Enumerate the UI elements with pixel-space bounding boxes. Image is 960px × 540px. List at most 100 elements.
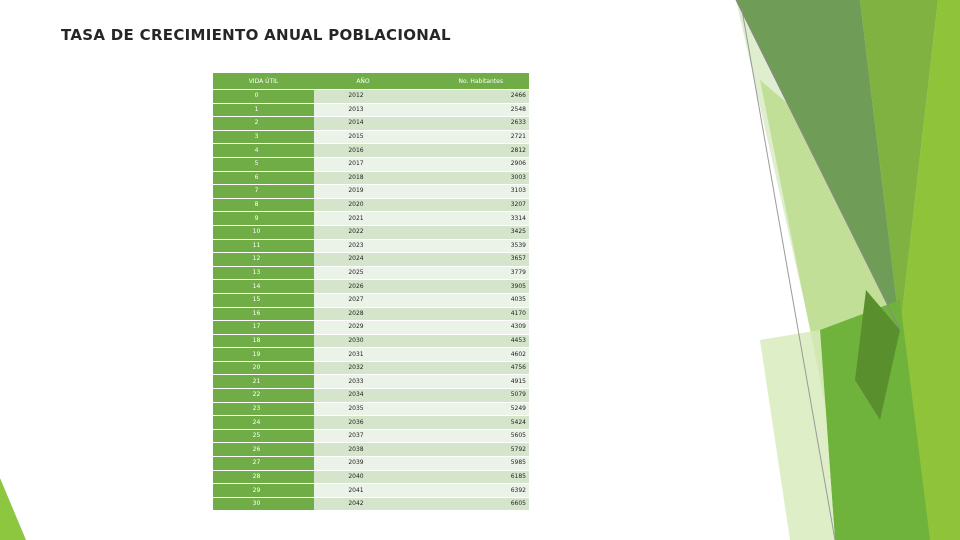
cell-habitantes: 5605 [412,429,529,444]
cell-ano: 2033 [314,374,412,390]
cell-vida-util: 29 [213,483,314,498]
cell-habitantes: 2633 [412,116,529,131]
cell-ano: 2012 [314,89,412,104]
header-vida-util: VIDA ÚTIL [213,73,314,90]
cell-ano: 2027 [314,293,412,308]
cell-habitantes: 2906 [412,157,529,172]
cell-ano: 2034 [314,388,412,403]
table-row: 4 2016 2812 [213,143,529,158]
right-facet-green [860,0,938,330]
cell-vida-util: 15 [213,293,314,308]
cell-vida-util: 5 [213,157,314,172]
cell-habitantes: 3657 [412,252,529,267]
table-row: 7 2019 3103 [213,184,529,199]
cell-ano: 2040 [314,470,412,485]
cell-habitantes: 6605 [412,497,529,512]
table-row: 20 2032 4756 [213,361,529,376]
cell-habitantes: 3905 [412,279,529,294]
right-facet-mid [760,80,960,540]
cell-vida-util: 25 [213,429,314,444]
cell-vida-util: 14 [213,279,314,294]
cell-habitantes: 3539 [412,239,529,254]
table-row: 3 2015 2721 [213,130,529,145]
cell-habitantes: 2466 [412,89,529,104]
left-corner-triangle [0,478,26,540]
cell-ano: 2017 [314,157,412,172]
table-row: 29 2041 6392 [213,483,529,498]
cell-vida-util: 17 [213,320,314,335]
cell-vida-util: 2 [213,116,314,131]
cell-ano: 2016 [314,143,412,158]
table-row: 30 2042 6605 [213,497,529,512]
table-row: 26 2038 5792 [213,442,529,458]
cell-habitantes: 5985 [412,456,529,471]
cell-habitantes: 4915 [412,374,529,390]
cell-vida-util: 8 [213,198,314,213]
table-row: 17 2029 4309 [213,320,529,335]
cell-ano: 2030 [314,334,412,349]
cell-vida-util: 9 [213,211,314,226]
cell-vida-util: 11 [213,239,314,254]
cell-habitantes: 4453 [412,334,529,349]
cell-ano: 2020 [314,198,412,213]
cell-ano: 2038 [314,442,412,458]
cell-vida-util: 20 [213,361,314,376]
cell-habitantes: 5424 [412,415,529,430]
cell-habitantes: 4602 [412,347,529,362]
cell-habitantes: 3103 [412,184,529,199]
right-facet-bright [880,0,960,540]
cell-habitantes: 5792 [412,442,529,458]
cell-ano: 2028 [314,307,412,322]
table-row: 10 2022 3425 [213,225,529,240]
cell-vida-util: 24 [213,415,314,430]
table-row: 13 2025 3779 [213,266,529,281]
cell-habitantes: 2721 [412,130,529,145]
table-row: 1 2013 2548 [213,103,529,118]
cell-vida-util: 0 [213,89,314,104]
cell-vida-util: 12 [213,252,314,267]
table-row: 28 2040 6185 [213,470,529,485]
cell-vida-util: 26 [213,442,314,458]
cell-vida-util: 16 [213,307,314,322]
cell-ano: 2025 [314,266,412,281]
cell-vida-util: 21 [213,374,314,390]
cell-vida-util: 27 [213,456,314,471]
cell-vida-util: 1 [213,103,314,118]
cell-ano: 2041 [314,483,412,498]
page-title: TASA DE CRECIMIENTO ANUAL POBLACIONAL [61,26,451,44]
cell-ano: 2036 [314,415,412,430]
table-row: 16 2028 4170 [213,307,529,322]
cell-vida-util: 13 [213,266,314,281]
right-facet-light [736,0,960,540]
table-row: 21 2033 4915 [213,374,529,390]
table-header-row: VIDA ÚTIL AÑO No. Habitantes [213,73,529,90]
cell-vida-util: 23 [213,402,314,417]
cell-habitantes: 6185 [412,470,529,485]
cell-ano: 2039 [314,456,412,471]
table-row: 12 2024 3657 [213,252,529,267]
cell-vida-util: 10 [213,225,314,240]
cell-habitantes: 5249 [412,402,529,417]
cell-habitantes: 3207 [412,198,529,213]
table-row: 2 2014 2633 [213,116,529,131]
diagonal-line-1 [741,9,836,540]
cell-ano: 2013 [314,103,412,118]
cell-ano: 2024 [314,252,412,267]
diagonal-line-2 [735,0,901,331]
table-row: 27 2039 5985 [213,456,529,471]
cell-vida-util: 19 [213,347,314,362]
cell-ano: 2026 [314,279,412,294]
cell-ano: 2018 [314,171,412,186]
table-row: 0 2012 2466 [213,89,529,104]
cell-ano: 2042 [314,497,412,512]
table-row: 25 2037 5605 [213,429,529,444]
cell-ano: 2022 [314,225,412,240]
cell-ano: 2029 [314,320,412,335]
cell-habitantes: 4170 [412,307,529,322]
cell-ano: 2023 [314,239,412,254]
cell-habitantes: 3003 [412,171,529,186]
table-row: 18 2030 4453 [213,334,529,349]
right-facet-pale [760,330,835,540]
table-body: 0 2012 2466 1 2013 2548 2 2014 2633 3 2015 2721 4 201… [213,89,529,512]
cell-vida-util: 6 [213,171,314,186]
